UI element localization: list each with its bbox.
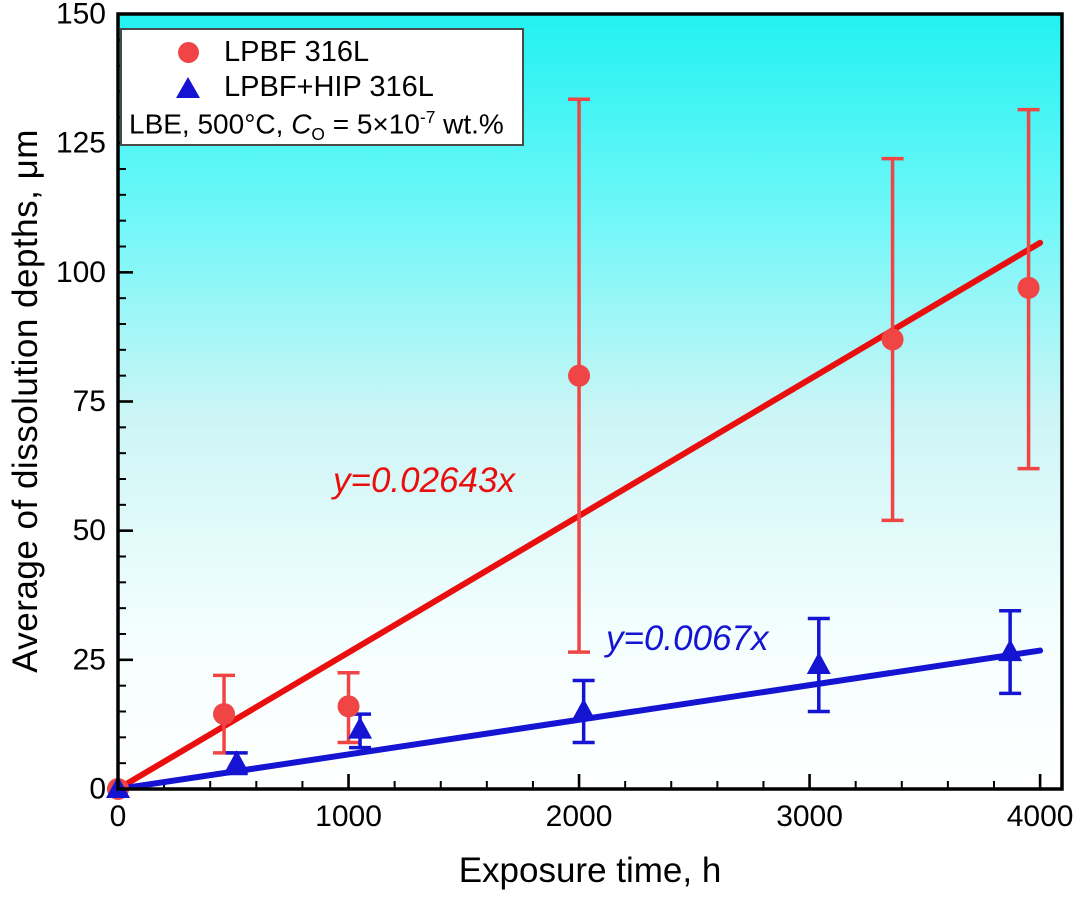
condition-post: wt.% xyxy=(435,108,504,140)
blue-data-point xyxy=(998,639,1023,662)
test-condition-text: LBE, 500°C, CO = 5×10-7 wt.% xyxy=(122,107,522,145)
blue-data-point xyxy=(348,716,373,739)
x-tick-label: 4000 xyxy=(1007,800,1074,833)
condition-mid: = 5×10 xyxy=(324,108,420,140)
x-tick-label: 0 xyxy=(110,800,127,833)
blue-data-point xyxy=(806,652,831,674)
y-tick-label: 25 xyxy=(73,643,106,676)
plot-border xyxy=(116,12,1064,791)
red-data-point xyxy=(568,364,591,387)
condition-variable: C xyxy=(291,108,312,140)
y-tick-label: 0 xyxy=(89,773,106,806)
blue-fit-equation: y=0.0067x xyxy=(606,619,769,658)
blue-data-point xyxy=(224,750,249,773)
y-tick-label: 75 xyxy=(73,385,106,418)
legend: LPBF 316L LPBF+HIP 316L LBE, 500°C, CO =… xyxy=(120,28,524,146)
blue-triangle-marker-icon xyxy=(176,77,200,98)
y-tick-label: 125 xyxy=(56,127,106,160)
y-tick-label: 50 xyxy=(73,514,106,547)
red-data-point xyxy=(881,328,904,351)
red-fit-equation: y=0.02643x xyxy=(333,461,515,500)
x-tick-label: 2000 xyxy=(546,800,613,833)
x-tick-label: 3000 xyxy=(776,800,843,833)
red-data-point xyxy=(1017,276,1040,299)
y-tick-label: 150 xyxy=(56,0,106,31)
legend-item-lpbf-hip: LPBF+HIP 316L xyxy=(122,70,522,105)
legend-swatch-wrap xyxy=(152,42,224,63)
condition-pre: LBE, 500°C, xyxy=(129,108,292,140)
red-data-point xyxy=(213,703,236,726)
condition-superscript: -7 xyxy=(419,107,436,127)
x-tick-label: 1000 xyxy=(315,800,382,833)
blue-data-point xyxy=(571,698,596,721)
legend-swatch-wrap xyxy=(152,77,224,98)
y-tick-label: 100 xyxy=(56,256,106,289)
x-axis-title: Exposure time, h xyxy=(458,851,722,890)
legend-label: LPBF 316L xyxy=(224,36,370,68)
y-axis-title: Average of dissolution depths, μm xyxy=(6,129,45,673)
red-circle-marker-icon xyxy=(177,42,199,63)
red-data-point xyxy=(337,695,360,718)
legend-item-lpbf: LPBF 316L xyxy=(122,35,522,70)
condition-subscript: O xyxy=(311,123,325,144)
legend-label: LPBF+HIP 316L xyxy=(224,71,434,103)
